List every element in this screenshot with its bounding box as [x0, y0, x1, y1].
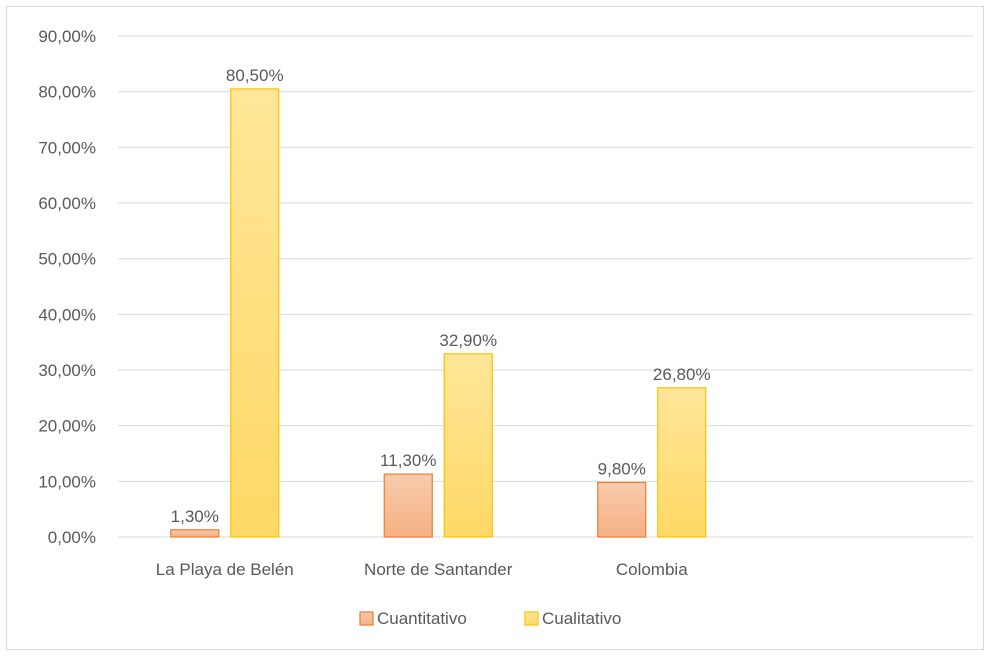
y-tick-label: 60,00%	[38, 194, 96, 213]
data-label: 80,50%	[226, 66, 284, 85]
legend-label: Cuantitativo	[377, 609, 467, 628]
y-tick-label: 0,00%	[48, 528, 96, 547]
legend: Cuantitativo Cualitativo	[359, 609, 621, 628]
x-category-label: Colombia	[616, 560, 688, 579]
data-label: 1,30%	[171, 507, 219, 526]
y-tick-label: 20,00%	[38, 417, 96, 436]
y-tick-label: 50,00%	[38, 250, 96, 269]
y-tick-label: 10,00%	[38, 472, 96, 491]
bar-cualitativo-3	[657, 387, 707, 538]
bar-cualitativo-1	[230, 88, 280, 538]
x-category-label: La Playa de Belén	[156, 560, 294, 579]
legend-swatch-cualitativo	[524, 611, 539, 626]
x-axis-labels: La Playa de Belén Norte de Santander Colom…	[156, 560, 688, 579]
chart-frame: 0,00% 10,00% 20,00% 30,00% 40,00% 50,00% 60,00…	[6, 6, 984, 650]
data-labels: 1,30% 80,50% 11,30% 32,90% 9,80% 26,80%	[171, 66, 711, 526]
y-tick-label: 90,00%	[38, 27, 96, 46]
data-label: 9,80%	[598, 459, 646, 478]
data-label: 11,30%	[380, 451, 436, 470]
bar-cuantitativo-3	[597, 481, 647, 538]
bar-cualitativo-2	[443, 353, 493, 538]
bars	[170, 88, 707, 538]
legend-swatch-cuantitativo	[359, 611, 374, 626]
bar-chart: 0,00% 10,00% 20,00% 30,00% 40,00% 50,00% 60,00…	[38, 27, 973, 628]
x-category-label: Norte de Santander	[364, 560, 513, 579]
data-label: 32,90%	[439, 331, 497, 350]
y-tick-label: 80,00%	[38, 83, 96, 102]
bar-cuantitativo-2	[383, 473, 433, 538]
data-label: 26,80%	[653, 365, 711, 384]
y-tick-label: 30,00%	[38, 361, 96, 380]
bar-cuantitativo-1	[170, 529, 220, 538]
y-tick-label: 40,00%	[38, 305, 96, 324]
legend-label: Cualitativo	[542, 609, 621, 628]
y-axis-labels: 0,00% 10,00% 20,00% 30,00% 40,00% 50,00% 60,00…	[38, 27, 96, 547]
y-tick-label: 70,00%	[38, 138, 96, 157]
